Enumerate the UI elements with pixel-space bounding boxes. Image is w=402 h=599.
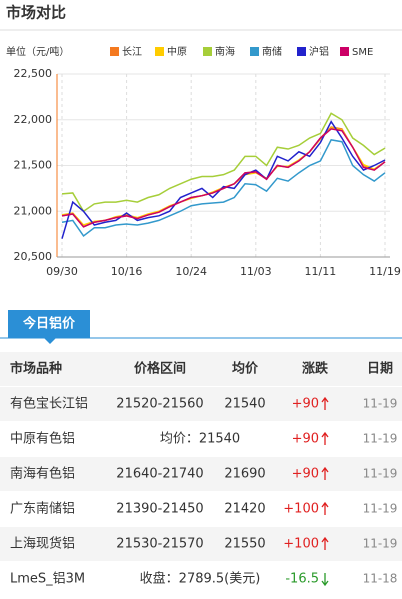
column-header: 均价 [232,361,259,377]
cell-range: 21640-21740 [116,467,203,482]
change-arrow [321,536,329,550]
y-tick-label: 20,500 [14,250,53,263]
tab-label: 今日铝价 [22,316,76,332]
legend-label: 南储 [262,45,282,58]
row-bg [0,387,402,421]
series-line [61,126,386,228]
cell-change: +90 [292,467,319,482]
row-bg [0,527,402,561]
tab [8,310,90,338]
cell-date: 11-19 [363,502,398,516]
x-tick-label: 10/16 [111,265,143,278]
y-tick-label: 22,000 [14,113,53,126]
legend-swatch [110,47,119,56]
chart: 20,500 21,000 21,500 22,000 22,500 09/30 10/16… [14,45,401,278]
cell-date: 11-19 [363,432,398,446]
cell-change: +90 [292,432,319,447]
change-arrow [321,431,329,445]
x-tick-label: 11/19 [369,265,401,278]
series-line [61,120,386,239]
cell-name: LmeS_铝3M [10,572,85,587]
x-tick-label: 11/11 [305,265,337,278]
cell-avg: 21550 [224,537,265,552]
change-arrow [321,501,329,515]
cell-change: +100 [283,502,319,517]
x-tick-label: 10/24 [175,265,207,278]
cell-avg: 21690 [224,467,265,482]
change-arrow [321,396,329,410]
change-arrow [321,573,329,587]
cell-name: 南海有色铝 [10,466,75,482]
cell-range: 21390-21450 [116,502,203,517]
legend-swatch [155,47,164,56]
cell-change: +100 [283,537,319,552]
cell-range: 21520-21560 [116,397,203,412]
y-tick-label: 21,000 [14,204,53,217]
series-line [61,127,386,226]
cell-range: 21530-21570 [116,537,203,552]
series-line [61,139,386,238]
y-tick-label: 21,500 [14,159,53,172]
column-header: 涨跌 [301,361,329,377]
x-tick-label: 09/30 [46,265,78,278]
row-bg [0,457,402,491]
cell-date: 11-18 [363,572,398,586]
cell-date: 11-19 [363,537,398,551]
y-tick-label: 22,500 [14,67,53,80]
cell-avg: 21540 [224,397,265,412]
cell-name: 中原有色铝 [10,431,75,447]
legend-swatch [340,47,349,56]
title: 市场对比 [6,4,66,22]
legend-label: 长江 [122,46,142,58]
column-header: 市场品种 [10,361,62,377]
legend-label: 中原 [167,45,187,58]
legend-swatch [203,47,212,56]
legend-label: 沪铝 [309,45,329,58]
x-tick-label: 11/03 [240,265,272,278]
cell-avg: 21420 [224,502,265,517]
change-arrow [321,466,329,480]
cell-price: 收盘：2789.5(美元) [140,571,261,587]
column-header: 日期 [367,362,393,377]
column-header: 价格区间 [134,361,186,377]
legend-label: SME [352,47,373,58]
cell-date: 11-19 [363,397,398,411]
cell-name: 有色宝长江铝 [10,396,88,412]
cell-name: 广东南储铝 [10,501,75,517]
series-line [61,112,386,213]
cell-price: 均价：21540 [160,432,240,447]
cell-name: 上海现货铝 [10,536,75,552]
cell-change: -16.5 [285,572,319,587]
legend-label: 南海 [215,45,235,58]
series-line [61,128,386,228]
cell-change: +90 [292,397,319,412]
cell-date: 11-19 [363,467,398,481]
legend-swatch [250,47,259,56]
legend-swatch [297,47,306,56]
header-row [0,352,402,386]
tab-pointer [44,338,56,344]
y-label: 单位（元/吨） [6,45,69,58]
